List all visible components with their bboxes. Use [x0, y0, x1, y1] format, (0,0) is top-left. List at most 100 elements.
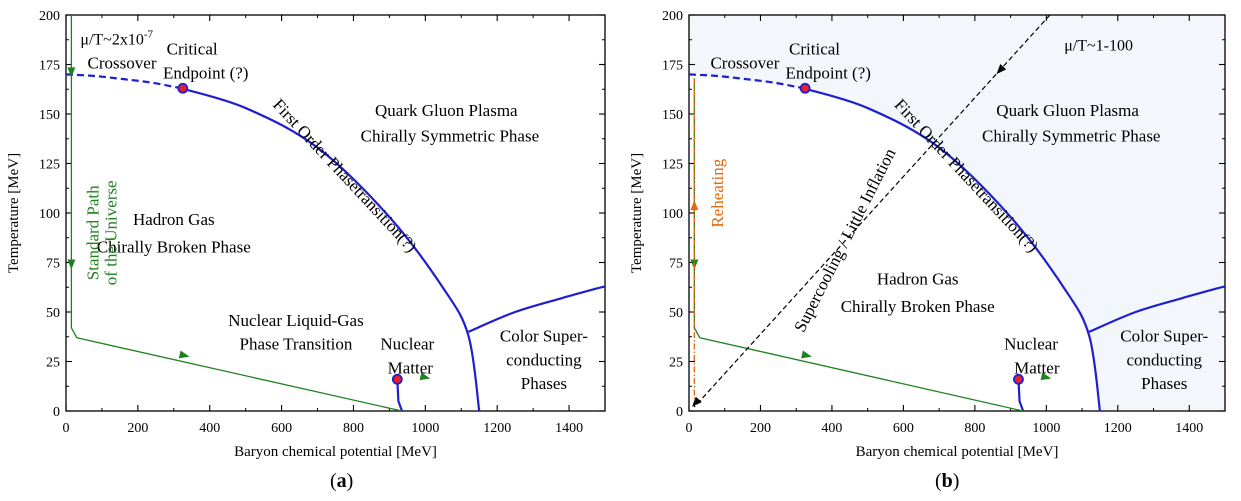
endpoint-marker [391, 373, 403, 385]
y-tick-label: 100 [39, 207, 60, 222]
color-superconducting-line [1088, 285, 1225, 333]
annotation-hadron-gas: Hadron Gas [877, 269, 959, 288]
color-superconducting-line [468, 285, 605, 333]
y-tick-label: 175 [39, 59, 60, 74]
y-axis-label: Temperature [MeV] [6, 153, 22, 273]
universe-path-arrow [67, 259, 76, 270]
y-tick-label: 25 [669, 356, 683, 371]
endpoint-marker [1013, 373, 1024, 385]
y-tick-label: 50 [669, 306, 683, 321]
annotation-reheating: Reheating [708, 158, 727, 227]
y-tick-label: 75 [46, 257, 60, 272]
x-tick-label: 800 [964, 421, 985, 436]
x-tick-label: 600 [271, 421, 292, 436]
x-tick-label: 0 [686, 421, 693, 436]
annotation-universe: of the Universe [101, 180, 120, 285]
y-tick-label: 75 [669, 257, 683, 272]
y-tick-label: 100 [662, 207, 683, 222]
endpoint-marker [799, 82, 811, 94]
supercooling-arrow [996, 64, 1007, 75]
annotation-conducting: conducting [1126, 350, 1202, 369]
annotation-conducting: conducting [506, 350, 582, 369]
y-tick-label: 150 [662, 108, 683, 123]
annotation-chiral-broken: Chirally Broken Phase [841, 297, 995, 316]
universe-path-arrow [1040, 372, 1052, 381]
annotation-phases: Phases [1141, 374, 1187, 393]
annotation-chiral-sym: Chirally Symmetric Phase [982, 127, 1160, 146]
x-tick-label: 0 [63, 421, 70, 436]
x-axis-label: Baryon chemical potential [MeV] [856, 444, 1059, 460]
annotation-phases: Phases [521, 374, 567, 393]
annotation-qgp: Quark Gluon Plasma [996, 101, 1139, 120]
y-tick-label: 150 [39, 108, 60, 123]
annotation-critical: Critical [167, 40, 218, 59]
annotation-crossover: Crossover [710, 53, 779, 72]
y-tick-label: 125 [662, 158, 683, 173]
annotation-endpoint: Endpoint (?) [163, 63, 248, 82]
universe-path-line [70, 15, 403, 411]
annotation-mu-ratio: μ/T~1-100 [1064, 38, 1133, 55]
x-tick-label: 1400 [555, 421, 583, 436]
crossover-line [66, 73, 182, 90]
annotation-nlg-2: Phase Transition [240, 335, 353, 354]
y-tick-label: 0 [676, 405, 683, 420]
x-tick-label: 1200 [1104, 421, 1132, 436]
panel-b-label: (b) [935, 470, 960, 492]
annotation-color-super: Color Super- [500, 327, 588, 346]
endpoint-marker [177, 82, 189, 94]
y-tick-label: 200 [662, 9, 683, 24]
annotation-crossover: Crossover [88, 53, 157, 72]
annotation-qgp: Quark Gluon Plasma [375, 101, 518, 120]
annotation-endpoint: Endpoint (?) [785, 63, 870, 82]
x-tick-label: 400 [199, 421, 220, 436]
universe-path-arrow [419, 372, 431, 381]
annotation-nuclear: Nuclear [380, 335, 434, 354]
x-tick-label: 200 [127, 421, 148, 436]
annotation-matter: Matter [1014, 358, 1060, 377]
reheating-arrow [690, 200, 699, 211]
panel-a: 0 25 50 75 100 125 150 175 200 0 200 400 600 800 1000 1… [6, 9, 606, 460]
annotation-nlg: Nuclear Liquid-Gas [228, 311, 363, 330]
x-tick-label: 200 [750, 421, 771, 436]
annotation-standard-path: Standard Path [83, 185, 102, 280]
x-tick-label: 400 [821, 421, 842, 436]
universe-path-arrow [178, 350, 190, 359]
x-tick-label: 1400 [1175, 421, 1203, 436]
annotation-mu-exponent: -7 [144, 29, 154, 41]
x-tick-label: 800 [343, 421, 364, 436]
universe-path-arrow [801, 350, 812, 359]
annotation-matter: Matter [388, 358, 434, 377]
crossover-line [689, 73, 804, 90]
universe-path-arrow [67, 67, 76, 78]
annotation-critical: Critical [789, 40, 840, 59]
shaded-region [689, 15, 1225, 411]
series-group [66, 15, 605, 411]
y-tick-label: 0 [53, 405, 60, 420]
annotation-color-super: Color Super- [1120, 327, 1208, 346]
x-tick-label: 600 [893, 421, 914, 436]
annotation-chiral-broken: Chirally Broken Phase [97, 238, 251, 257]
first-order-line [180, 87, 481, 411]
y-tick-label: 125 [39, 158, 60, 173]
annotation-mu-ratio: μ/T~2x10-7 [80, 29, 153, 49]
x-axis-label: Baryon chemical potential [MeV] [234, 444, 437, 460]
x-tick-label: 1000 [411, 421, 439, 436]
x-tick-label: 1000 [1032, 421, 1060, 436]
nuclear-liquid-gas-line [1017, 379, 1025, 411]
y-axis-label: Temperature [MeV] [629, 153, 645, 273]
first-order-line [803, 87, 1102, 411]
panel-a-label: (a) [330, 470, 354, 492]
y-tick-label: 25 [46, 356, 60, 371]
annotation-chiral-sym: Chirally Symmetric Phase [361, 127, 539, 146]
nuclear-liquid-gas-line [396, 379, 404, 411]
panel-b: 0 25 50 75 100 125 150 175 200 0 200 400 600 800 1000 1… [629, 9, 1226, 460]
supercooling-line [693, 15, 1051, 408]
y-tick-label: 50 [46, 306, 60, 321]
series-group [689, 15, 1225, 411]
y-tick-label: 175 [662, 59, 683, 74]
annotation-nuclear: Nuclear [1004, 335, 1058, 354]
x-tick-label: 1200 [483, 421, 511, 436]
y-tick-label: 200 [39, 9, 60, 24]
supercooling-arrow-end [692, 396, 702, 407]
